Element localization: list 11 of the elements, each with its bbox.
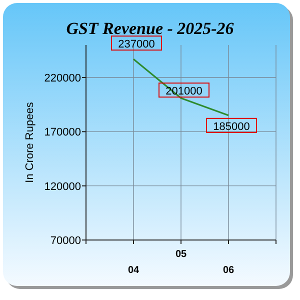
x-tick-label: 06 xyxy=(222,265,234,276)
data-label: 237000 xyxy=(118,38,155,51)
y-tick-label: 70000 xyxy=(50,235,81,247)
y-tick-label: 170000 xyxy=(44,126,81,139)
data-label: 185000 xyxy=(213,120,250,133)
x-tick-label: 04 xyxy=(128,265,140,276)
y-axis-title: In Crore Rupees xyxy=(24,102,36,183)
x-tick-label: 05 xyxy=(175,249,187,260)
y-tick-label: 220000 xyxy=(44,72,81,84)
y-tick-label: 120000 xyxy=(44,180,81,193)
chart-title: GST Revenue - 2025-26 xyxy=(66,19,234,38)
